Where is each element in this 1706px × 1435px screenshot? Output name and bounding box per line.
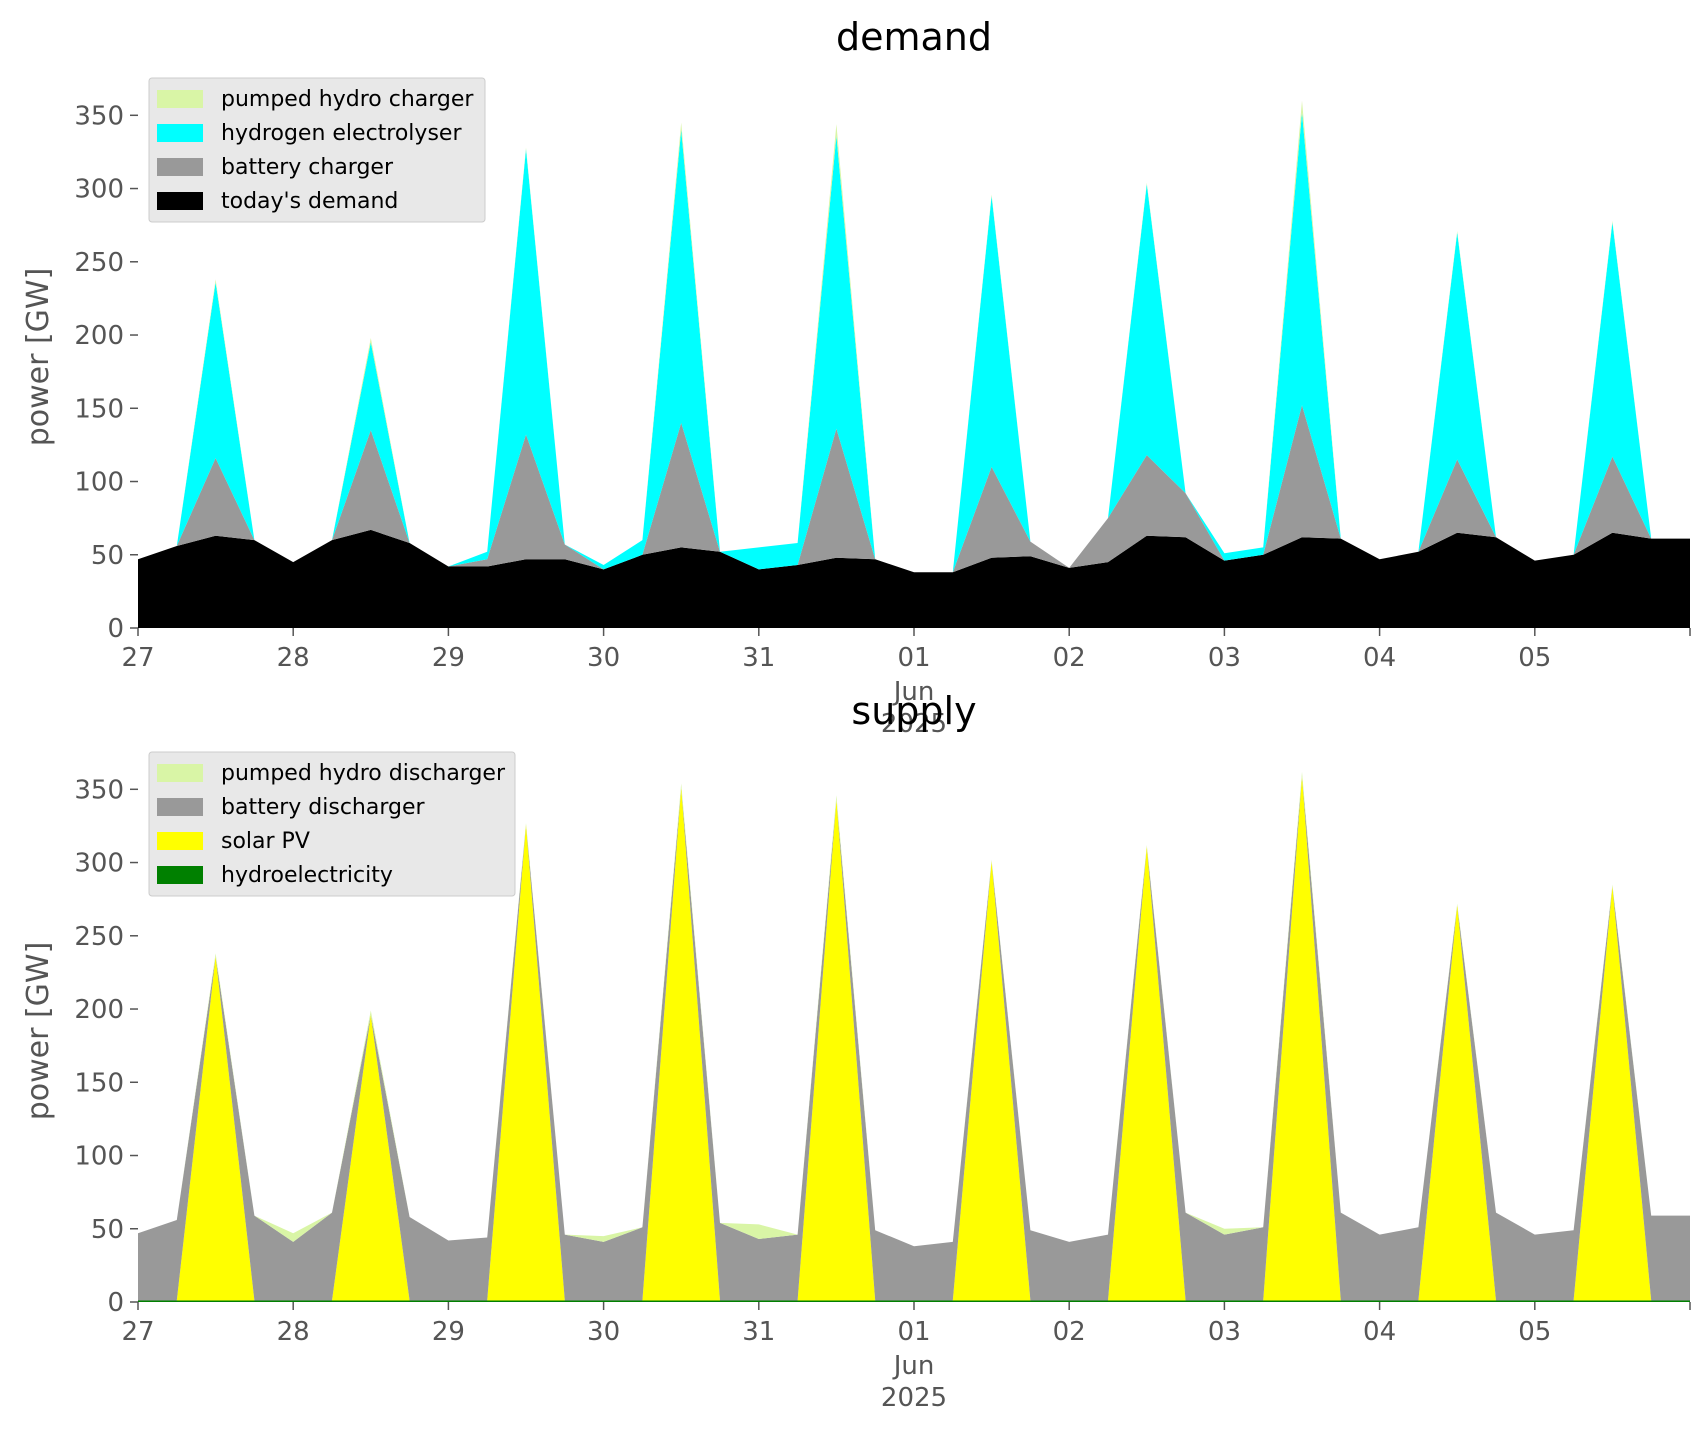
- x-tick-label: 31: [742, 643, 775, 673]
- x-tick-label: 27: [121, 1317, 154, 1347]
- y-tick-label: 250: [74, 248, 124, 278]
- x-tick-label: 04: [1363, 643, 1396, 673]
- area-battery-discharger: [138, 776, 1690, 1301]
- legend-label-battery-discharger: battery discharger: [221, 795, 426, 820]
- legend-swatch-hydrogen-electrolyser: [157, 124, 203, 142]
- y-tick-label: 200: [74, 995, 124, 1025]
- legend-label-pumped-hydro-charger: pumped hydro charger: [221, 87, 474, 112]
- x-tick-label: 01: [897, 643, 930, 673]
- x-tick-label: 02: [1053, 1317, 1086, 1347]
- legend-swatch-hydroelectricity: [157, 866, 203, 884]
- legend-box: [148, 77, 486, 223]
- chart-title: demand: [836, 15, 992, 59]
- x-tick-label: 29: [432, 643, 465, 673]
- legend-swatch-today-s-demand: [157, 192, 203, 210]
- x-tick-sublabel: Jun: [892, 1351, 935, 1381]
- legend-label-hydroelectricity: hydroelectricity: [221, 863, 393, 888]
- x-tick-label: 03: [1208, 643, 1241, 673]
- x-tick-label: 28: [277, 643, 310, 673]
- legend-swatch-pumped-hydro-charger: [157, 90, 203, 108]
- x-tick-label: 05: [1518, 1317, 1551, 1347]
- y-tick-label: 150: [74, 394, 124, 424]
- legend-swatch-solar-pv: [157, 832, 203, 850]
- legend-swatch-battery-charger: [157, 158, 203, 176]
- y-tick-label: 250: [74, 922, 124, 952]
- x-tick-sublabel: 2025: [881, 709, 947, 739]
- area-today-s-demand: [138, 529, 1690, 628]
- x-tick-label: 30: [587, 1317, 620, 1347]
- legend-label-pumped-hydro-discharger: pumped hydro discharger: [221, 761, 506, 786]
- y-tick-label: 0: [107, 614, 124, 644]
- y-axis-label: power [GW]: [21, 268, 56, 447]
- y-tick-label: 300: [74, 849, 124, 879]
- legend-box: [148, 751, 516, 897]
- legend-label-hydrogen-electrolyser: hydrogen electrolyser: [221, 121, 462, 146]
- x-tick-label: 27: [121, 643, 154, 673]
- area-hydroelectricity: [138, 1300, 1690, 1302]
- legend-label-solar-pv: solar PV: [221, 829, 310, 854]
- y-tick-label: 100: [74, 468, 124, 498]
- y-tick-label: 150: [74, 1068, 124, 1098]
- x-tick-sublabel: 2025: [881, 1383, 947, 1413]
- area-solar-pv: [138, 776, 1690, 1301]
- legend: pumped hydro discharger battery discharge…: [148, 751, 516, 897]
- x-tick-label: 29: [432, 1317, 465, 1347]
- y-tick-label: 350: [74, 775, 124, 805]
- x-tick-label: 03: [1208, 1317, 1241, 1347]
- y-tick-label: 50: [91, 1215, 124, 1245]
- legend-swatch-pumped-hydro-discharger: [157, 764, 203, 782]
- y-tick-label: 100: [74, 1142, 124, 1172]
- y-axis-label: power [GW]: [21, 942, 56, 1121]
- chart-title: supply: [851, 689, 976, 733]
- y-tick-label: 200: [74, 321, 124, 351]
- x-tick-label: 30: [587, 643, 620, 673]
- y-tick-label: 50: [91, 541, 124, 571]
- area-hydrogen-electrolyser: [138, 112, 1690, 573]
- x-tick-label: 28: [277, 1317, 310, 1347]
- x-tick-label: 31: [742, 1317, 775, 1347]
- x-tick-label: 02: [1053, 643, 1086, 673]
- x-tick-label: 04: [1363, 1317, 1396, 1347]
- legend-label-today-s-demand: today's demand: [221, 189, 398, 214]
- x-tick-label: 01: [897, 1317, 930, 1347]
- y-tick-label: 350: [74, 101, 124, 131]
- legend: pumped hydro charger hydrogen electrolyse…: [148, 77, 486, 223]
- y-tick-label: 300: [74, 175, 124, 205]
- y-tick-label: 0: [107, 1288, 124, 1318]
- area-battery-charger: [138, 405, 1690, 573]
- legend-label-battery-charger: battery charger: [221, 155, 394, 180]
- x-tick-sublabel: Jun: [892, 677, 935, 707]
- x-tick-label: 05: [1518, 643, 1551, 673]
- legend-swatch-battery-discharger: [157, 798, 203, 816]
